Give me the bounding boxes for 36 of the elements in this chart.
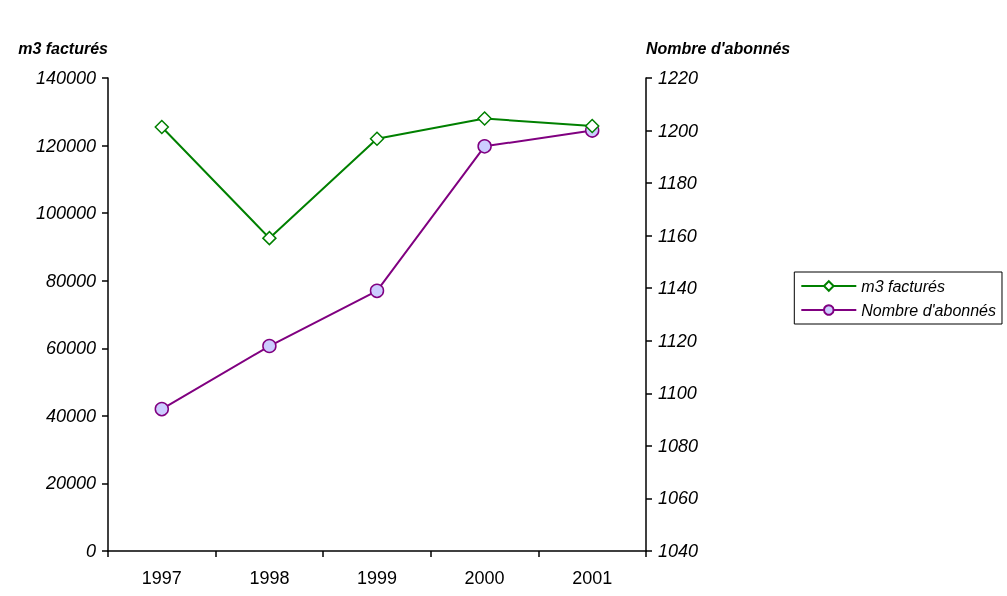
point xyxy=(584,118,600,134)
point xyxy=(477,111,492,126)
x-tick-label: 1997 xyxy=(141,568,182,588)
y2-tick-label: 1200 xyxy=(658,120,699,141)
y2-axis-title: Nombre d'abonnés xyxy=(646,39,791,57)
point xyxy=(369,131,385,147)
y2-tick-label: 1120 xyxy=(658,330,697,351)
y2-tick-label: 1180 xyxy=(658,173,697,194)
y-tick-label: 40000 xyxy=(45,405,96,426)
x-tick-label: 2001 xyxy=(572,568,613,588)
y2-tick-label: 1100 xyxy=(658,383,697,404)
y-tick-label: 0 xyxy=(85,541,96,561)
y-axis-title: m3 facturés xyxy=(18,39,109,57)
y2-tick-label: 1220 xyxy=(658,68,699,88)
point xyxy=(154,401,170,417)
point xyxy=(262,230,277,246)
y2-tick-label: 1040 xyxy=(658,541,699,561)
legend-label: Nombre d'abonnés xyxy=(861,301,997,319)
point xyxy=(369,283,385,299)
point xyxy=(154,119,170,135)
y-tick-label: 140000 xyxy=(35,68,96,88)
y-tick-label: 60000 xyxy=(45,338,96,359)
y-tick-label: 80000 xyxy=(45,270,96,291)
y2-tick-label: 1060 xyxy=(658,488,699,509)
x-tick-label: 1999 xyxy=(356,568,398,588)
x-tick-label: 1998 xyxy=(249,568,290,588)
x-tick-label: 2000 xyxy=(464,568,505,588)
point xyxy=(477,139,492,154)
y2-tick-label: 1160 xyxy=(658,225,697,246)
y2-tick-label: 1140 xyxy=(658,278,697,299)
y-tick-label: 20000 xyxy=(44,473,96,494)
point xyxy=(262,338,277,354)
y-tick-label: 100000 xyxy=(35,203,96,224)
legend-label: m3 facturés xyxy=(861,277,945,295)
y2-tick-label: 1080 xyxy=(658,435,699,456)
y-tick-label: 120000 xyxy=(35,135,96,156)
